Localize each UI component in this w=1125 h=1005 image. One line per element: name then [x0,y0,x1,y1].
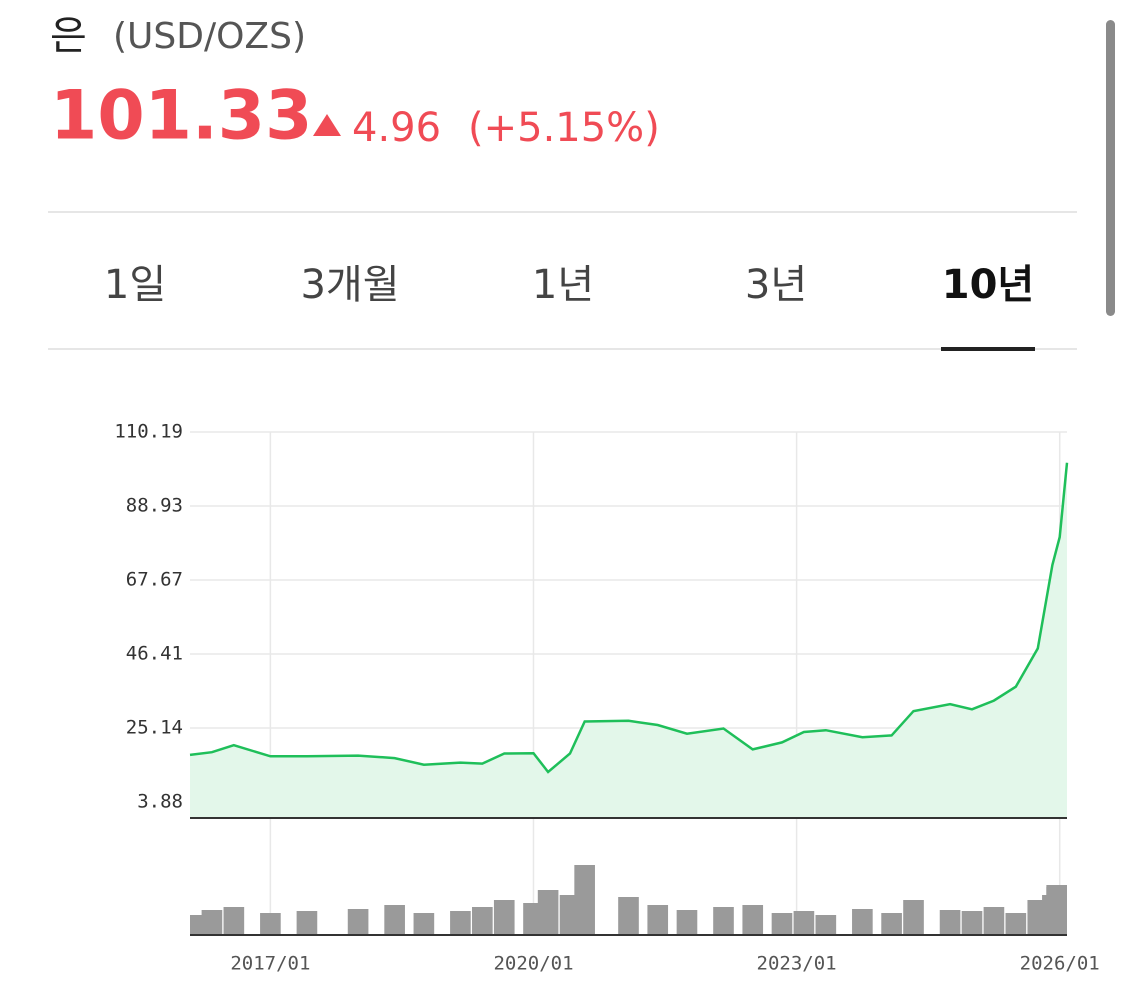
scrollbar[interactable] [1106,20,1115,316]
volume-bar [347,909,369,935]
y-tick-label: 110.19 [114,421,183,443]
volume-bar [939,910,961,935]
y-tick-label: 3.88 [137,790,183,812]
volume-bar [296,911,318,935]
up-arrow [313,114,341,136]
unit: (USD/OZS) [113,16,306,57]
x-tick-label: 2017/01 [230,953,310,975]
volume-bar [983,907,1005,935]
volume-bar [223,907,245,935]
volume-bar [493,900,515,935]
volume-bar [574,865,595,935]
volume-bar [260,913,281,935]
volume-bar [647,905,669,935]
volume-bar [1005,913,1027,935]
volume-bar [961,911,983,935]
volume-bar [793,911,815,935]
volume-bar [852,909,873,935]
y-tick-label: 25.14 [126,716,183,738]
x-tick-label: 2020/01 [493,953,573,975]
price: 101.33 [50,77,312,156]
volume-bar [903,900,924,935]
volume-bar [537,890,559,935]
volume-bar [384,905,405,935]
volume-bar [472,907,493,935]
area [190,462,1067,818]
tab[interactable]: 1일 [104,262,166,308]
volume-bar [618,897,639,935]
tab[interactable]: 3개월 [300,262,399,308]
x-tick-label: 2023/01 [757,953,837,975]
title: 은 [50,13,87,59]
volume-bar [450,911,471,935]
price-line [189,462,1069,774]
tab-underline [941,347,1035,351]
change-pct: (+5.15%) [468,105,660,151]
volume-bar [676,910,698,935]
y-tick-label: 88.93 [126,494,183,516]
y-tick-label: 46.41 [126,642,183,664]
volume-bar [815,915,837,935]
tab[interactable]: 10년 [942,262,1034,308]
y-tick-label: 67.67 [126,568,183,590]
volume-bar [881,913,902,935]
volume-bar [201,910,223,935]
tab[interactable]: 3년 [745,262,807,308]
volume-bar [713,907,734,935]
volume-bar [413,913,435,935]
tab[interactable]: 1년 [532,262,594,308]
x-tick-label: 2026/01 [1020,953,1100,975]
volume-bar [771,913,793,935]
volume-bar [1046,885,1067,935]
volume-bar [742,905,764,935]
change: 4.96 [352,105,441,151]
